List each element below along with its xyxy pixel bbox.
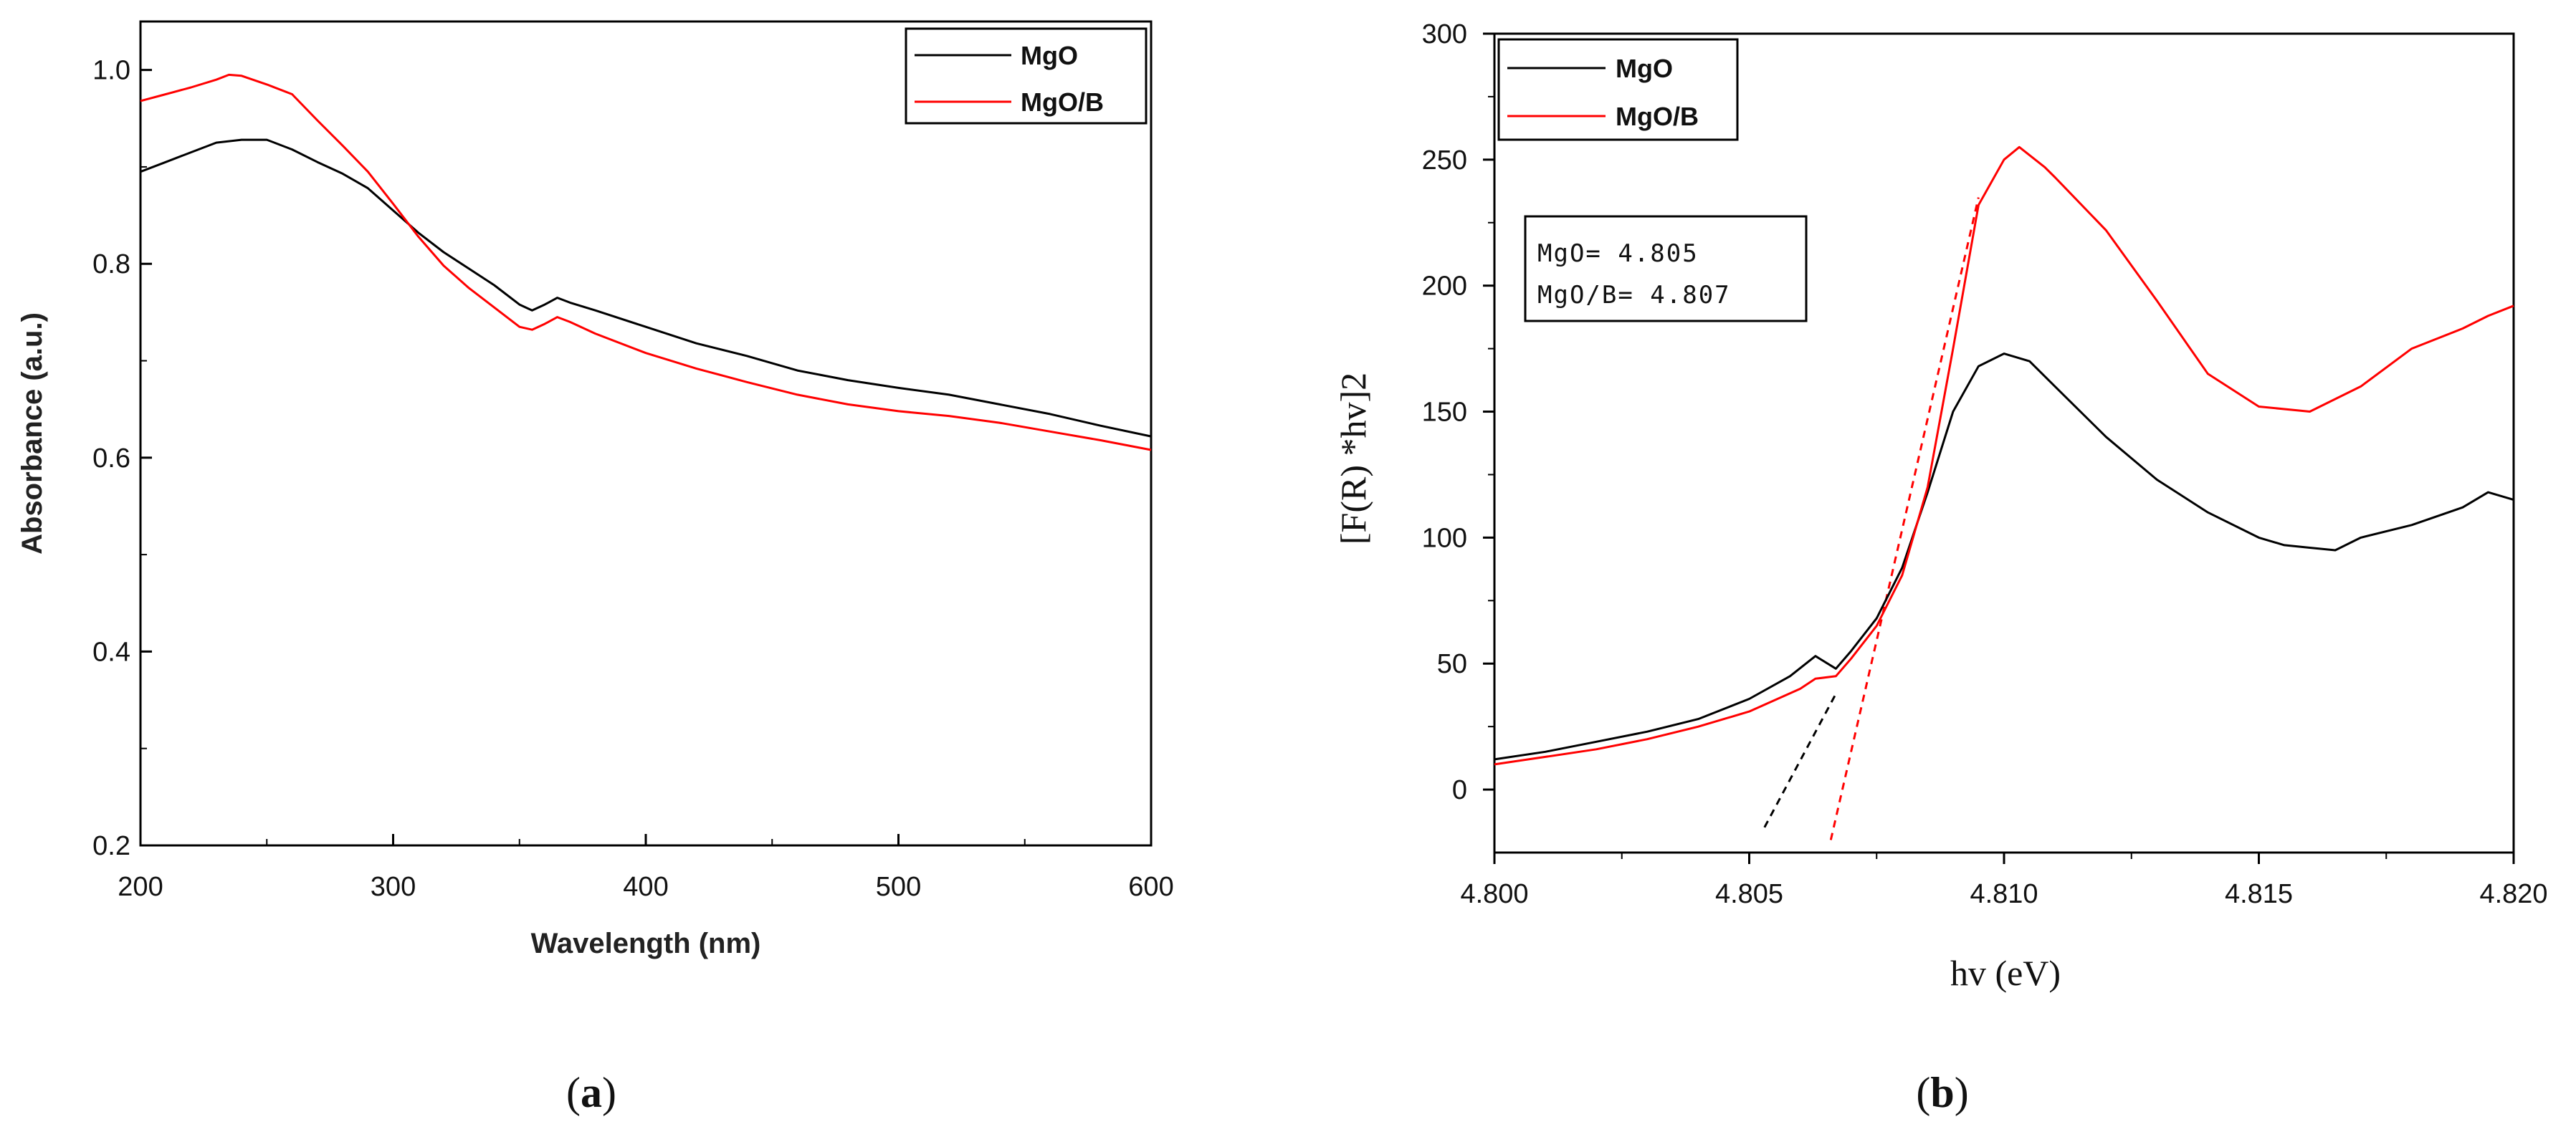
x-tick-label: 600 [1128,872,1173,902]
chart-b-legend: MgO MgO/B [1497,38,1739,141]
y-tick-label: 1.0 [92,56,130,86]
x-tick-label: 300 [371,872,416,902]
series-line-mgo-b [1494,145,2514,766]
annotation-mgob: MgO/B= 4.807 [1537,281,1731,310]
legend-b-mgo-label: MgO [1616,54,1673,83]
y-tick-label: 0.4 [92,637,130,667]
series-line-mgo-b [140,73,1152,451]
x-tick-label: 500 [876,872,921,902]
caption-b: (b) [1916,1069,1968,1116]
y-tick-label: 50 [1437,649,1467,679]
y-tick-label: 100 [1422,523,1467,553]
chart-a-frame [139,20,1153,847]
chart-b: 4.800 4.805 4.810 4.815 4.820 0 50 100 150 200 250… [1333,19,2548,1116]
x-tick-label: 400 [623,872,668,902]
x-tick-label: 4.805 [1715,879,1783,909]
y-tick-label: 0.2 [92,831,130,861]
chart-b-frame [1493,32,2515,854]
caption-b-letter: b [1930,1069,1954,1116]
chart-a-legend-box [905,27,1148,125]
x-tick-label: 200 [118,872,163,902]
x-tick-label: 4.810 [1970,879,2038,909]
series-line-mgo [1494,352,2514,761]
chart-b-annotation-box [1524,215,1808,322]
chart-b-ticks: 4.800 4.805 4.810 4.815 4.820 0 50 100 150 200 250… [1422,19,2548,909]
chart-b-series [1494,145,2514,840]
tangent-line [1763,693,1837,828]
y-tick-label: 200 [1422,272,1467,302]
legend-b-mgob-label: MgO/B [1616,102,1699,131]
chart-a-series [140,73,1152,451]
x-tick-label: 4.815 [2225,879,2293,909]
x-tick-label: 4.820 [2479,879,2547,909]
y-tick-label: 0.8 [92,249,130,279]
chart-b-x-axis-label: hv (eV) [1950,953,2061,993]
chart-a-y-axis-label: Absorbance (a.u.) [16,312,48,555]
caption-a: (a) [566,1069,616,1116]
legend-a-mgob-label: MgO/B [1021,87,1104,117]
y-tick-label: 250 [1422,145,1467,176]
annotation-mgo: MgO= 4.805 [1537,239,1699,268]
legend-a-mgo-label: MgO [1021,41,1078,70]
chart-b-legend-box [1497,38,1739,141]
chart-a-legend: MgO MgO/B [905,27,1148,125]
chart-a-x-axis-label: Wavelength (nm) [531,928,761,959]
tangent-line [1829,197,1980,840]
chart-a: 200 300 400 500 600 0.2 0.4 0.6 0.8 1.0 Wavelengt… [16,20,1174,1116]
x-tick-label: 4.800 [1460,879,1528,909]
chart-b-y-axis-label: [F(R) *hv]2 [1333,373,1373,544]
caption-a-letter: a [581,1069,602,1116]
y-tick-label: 0.6 [92,443,130,474]
y-tick-label: 150 [1422,398,1467,428]
series-line-mgo [140,138,1152,438]
chart-b-annotation: MgO= 4.805 MgO/B= 4.807 [1524,215,1808,322]
y-tick-label: 0 [1452,775,1467,805]
chart-a-ticks: 200 300 400 500 600 0.2 0.4 0.6 0.8 1.0 [92,56,1174,902]
y-tick-label: 300 [1422,19,1467,49]
